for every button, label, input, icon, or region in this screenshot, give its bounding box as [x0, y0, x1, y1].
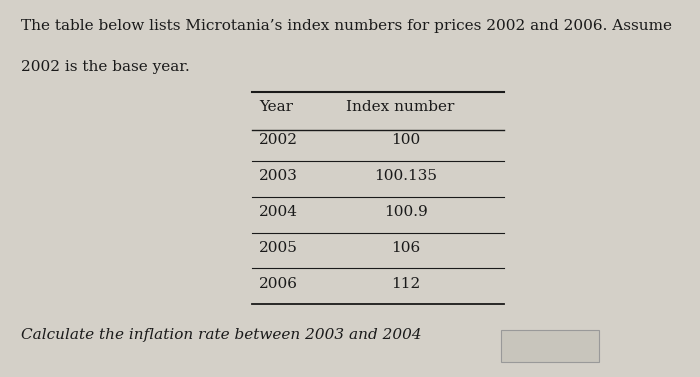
Text: 2004: 2004	[259, 205, 298, 219]
Text: 2005: 2005	[259, 241, 298, 255]
Text: Year: Year	[259, 100, 293, 114]
Text: 2002: 2002	[259, 133, 298, 147]
Text: 2003: 2003	[259, 169, 298, 183]
Text: Index number: Index number	[346, 100, 455, 114]
Text: 112: 112	[391, 277, 421, 291]
Text: 106: 106	[391, 241, 421, 255]
FancyBboxPatch shape	[500, 330, 598, 362]
Text: 2006: 2006	[259, 277, 298, 291]
Text: 2002 is the base year.: 2002 is the base year.	[21, 60, 190, 74]
Text: 100: 100	[391, 133, 421, 147]
Text: 100.9: 100.9	[384, 205, 428, 219]
Text: The table below lists Microtania’s index numbers for prices 2002 and 2006. Assum: The table below lists Microtania’s index…	[21, 19, 672, 33]
Text: 100.135: 100.135	[374, 169, 438, 183]
Text: Calculate the inflation rate between 2003 and 2004: Calculate the inflation rate between 200…	[21, 328, 421, 342]
